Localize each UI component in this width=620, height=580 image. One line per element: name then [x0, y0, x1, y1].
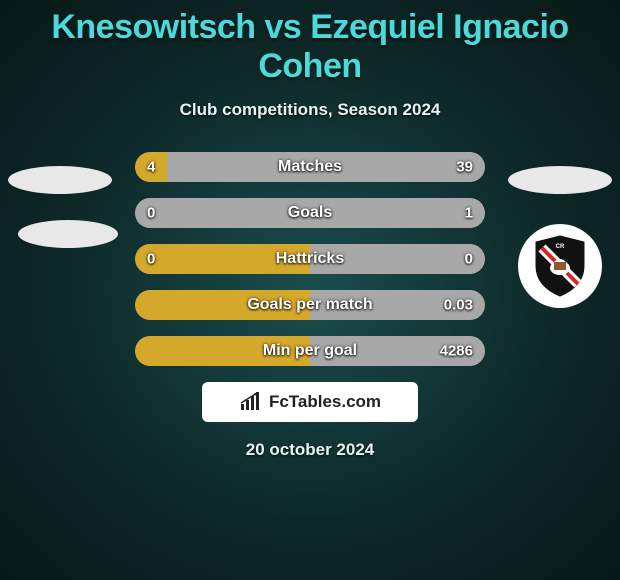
stat-row-goals: 0 Goals 1 — [135, 198, 485, 228]
comparison-title: Knesowitsch vs Ezequiel Ignacio Cohen — [0, 0, 620, 86]
stat-label: Min per goal — [263, 342, 357, 360]
chart-icon — [239, 392, 263, 412]
comparison-subtitle: Club competitions, Season 2024 — [0, 100, 620, 120]
content-area: CR 4 Matches 39 0 Goals 1 0 Hattricks 0 Goals per… — [0, 152, 620, 366]
player-left-photo-placeholder — [8, 166, 112, 194]
svg-text:CR: CR — [556, 244, 565, 250]
stat-left-value: 0 — [147, 251, 155, 268]
stat-row-goals-per-match: Goals per match 0.03 — [135, 290, 485, 320]
stat-row-matches: 4 Matches 39 — [135, 152, 485, 182]
stat-right-value: 4286 — [440, 343, 473, 360]
stat-left-value: 4 — [147, 159, 155, 176]
stat-label: Matches — [278, 158, 342, 176]
stat-left-value: 0 — [147, 205, 155, 222]
stat-row-hattricks: 0 Hattricks 0 — [135, 244, 485, 274]
watermark: FcTables.com — [202, 382, 418, 422]
player-left-club-placeholder — [18, 220, 118, 248]
player-right-photo-placeholder — [508, 166, 612, 194]
stat-right-value: 0 — [465, 251, 473, 268]
stat-label: Goals per match — [247, 296, 372, 314]
player-right-club-badge: CR — [518, 224, 602, 308]
stat-right-value: 1 — [465, 205, 473, 222]
stat-label: Hattricks — [276, 250, 344, 268]
watermark-text: FcTables.com — [269, 392, 381, 412]
stat-bars: 4 Matches 39 0 Goals 1 0 Hattricks 0 Goals per ma… — [135, 152, 485, 366]
stat-right-value: 39 — [456, 159, 473, 176]
stat-label: Goals — [288, 204, 332, 222]
snapshot-date: 20 october 2024 — [0, 440, 620, 460]
club-shield-icon: CR — [532, 234, 588, 298]
stat-row-min-per-goal: Min per goal 4286 — [135, 336, 485, 366]
stat-right-value: 0.03 — [444, 297, 473, 314]
